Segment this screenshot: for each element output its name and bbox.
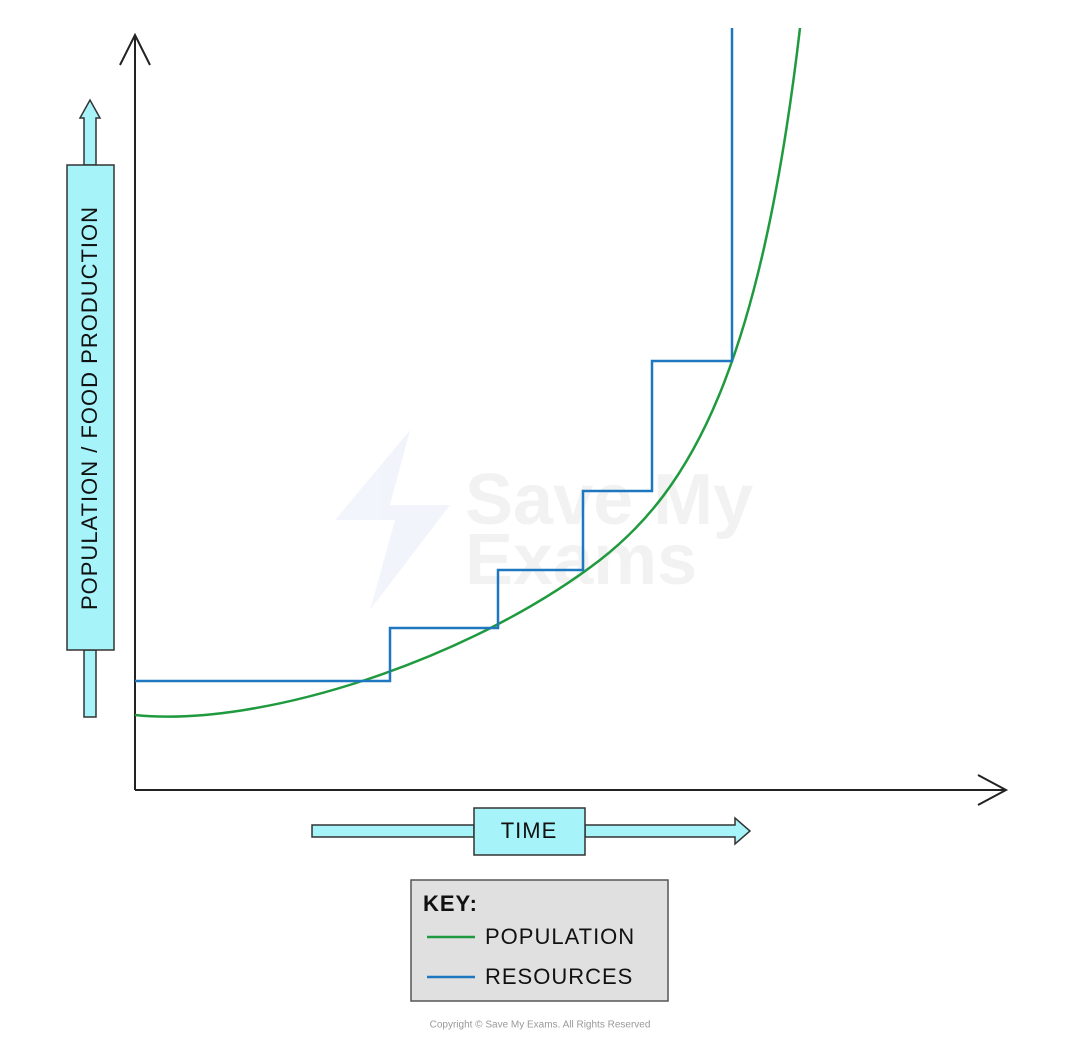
y-arrowhead (119, 32, 151, 66)
x-arrowhead (977, 774, 1009, 806)
population-curve (134, 27, 802, 718)
y-axis-label: POPULATION / FOOD PRODUCTION (77, 206, 102, 610)
watermark-text: Exams (465, 520, 697, 600)
watermark-text: Save My (465, 460, 753, 540)
arrow-head (78, 98, 102, 166)
arrow-head (584, 816, 752, 846)
x-label-arrow (311, 807, 752, 856)
watermark-logo (335, 430, 450, 610)
watermark: Save My Exams (335, 430, 753, 610)
copyright: Copyright © Save My Exams. All Rights Re… (430, 1020, 651, 1031)
key-title: KEY: (423, 891, 478, 916)
axes (119, 32, 1009, 806)
x-label-box (473, 807, 586, 856)
arrow-tail (83, 649, 97, 718)
y-label-arrow (66, 98, 115, 718)
resources-steps (135, 28, 734, 683)
key-label: RESOURCES (485, 964, 633, 989)
key-box (410, 879, 669, 1002)
y-label-box (66, 164, 115, 651)
key-label: POPULATION (485, 924, 635, 949)
arrow-tail (311, 824, 475, 838)
x-axis-label: TIME (501, 818, 558, 843)
